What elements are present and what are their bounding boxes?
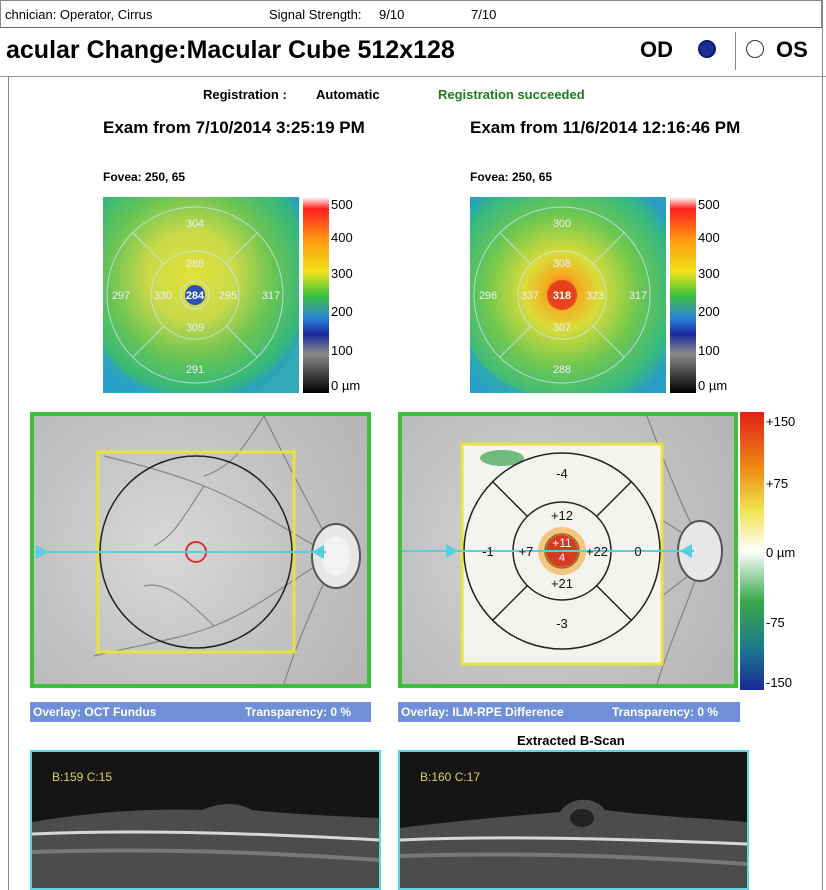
thickness-colorbar-1 — [303, 197, 329, 393]
sector-inner-inferior: 309 — [186, 322, 204, 334]
diff-outer-inferior: -3 — [556, 616, 568, 631]
sector-outer-inferior: 291 — [186, 364, 204, 376]
transparency-exam-2[interactable]: Transparency: 0 % — [612, 705, 719, 719]
right-border — [822, 0, 823, 890]
overlay-select-exam-1[interactable]: Overlay: OCT Fundus — [33, 705, 157, 719]
title-bar: acular Change:Macular Cube 512x128 OD OS — [0, 28, 826, 77]
thickness-map-exam-2-graphic: 318 308 323 307 337 300 317 288 296 — [470, 197, 666, 393]
signal-strength-od: 9/10 — [379, 7, 405, 22]
os-label: OS — [776, 37, 808, 62]
sector2-outer-superior: 300 — [553, 218, 571, 230]
scale2-400: 400 — [698, 230, 720, 245]
exam-2-fovea: Fovea: 250, 65 — [470, 170, 553, 184]
diff-outer-nasal: 0 — [634, 544, 641, 559]
thickness-map-exam-1: 284 286 295 309 330 304 317 291 297 — [103, 197, 299, 393]
diff-scale-minus75: -75 — [766, 615, 785, 630]
bscan-position-exam-1: B:159 C:15 — [52, 770, 113, 784]
fundus-panel-exam-1[interactable] — [30, 412, 371, 688]
diff-outer-superior: -4 — [556, 466, 568, 481]
scale2-100: 100 — [698, 343, 720, 358]
thickness-colorbar-2-graphic — [670, 197, 696, 393]
exam-1-header: Exam from 7/10/2014 3:25:19 PM — [103, 118, 365, 137]
overlay-bar-exam-2[interactable]: Overlay: ILM-RPE Difference Transparency… — [398, 702, 740, 722]
difference-colorbar-graphic — [740, 412, 764, 690]
sector2-inner-temporal: 337 — [521, 290, 539, 302]
overlay-select-exam-2[interactable]: Overlay: ILM-RPE Difference — [401, 705, 564, 719]
scale1-200: 200 — [331, 304, 353, 319]
diff-center: +11 — [552, 536, 572, 550]
scale1-400: 400 — [331, 230, 353, 245]
diff-scale-0um: 0 µm — [766, 545, 796, 560]
signal-strength-label: Signal Strength: — [269, 7, 362, 22]
scale1-500: 500 — [331, 197, 353, 212]
sector-outer-nasal: 317 — [262, 290, 280, 302]
diff-scale-plus75: +75 — [766, 476, 789, 491]
fundus-panel-exam-2[interactable]: -4 +12 +11 4 -1 +7 +22 0 +21 -3 — [398, 412, 738, 688]
overlay-bar-exam-1[interactable]: Overlay: OCT Fundus Transparency: 0 % — [30, 702, 371, 722]
thickness-colorbar-2 — [670, 197, 696, 393]
diff-inner-temporal: +7 — [519, 544, 534, 559]
scale2-300: 300 — [698, 266, 720, 281]
left-border — [8, 76, 9, 890]
scale2-0um: 0 µm — [698, 378, 728, 393]
sector-outer-superior: 304 — [186, 218, 204, 230]
sector2-center: 318 — [553, 290, 571, 302]
thickness-map-exam-2: 318 308 323 307 337 300 317 288 296 — [470, 197, 666, 393]
page-title: acular Change:Macular Cube 512x128 — [6, 36, 455, 64]
diff-outer-temporal: -1 — [482, 544, 494, 559]
sector2-outer-nasal: 317 — [629, 290, 647, 302]
exam-1-fovea: Fovea: 250, 65 — [103, 170, 186, 184]
transparency-exam-1[interactable]: Transparency: 0 % — [245, 705, 352, 719]
sector2-inner-inferior: 307 — [553, 322, 571, 334]
diff-inner-nasal: +22 — [586, 544, 608, 559]
bscan-panel-exam-2[interactable]: B:160 C:17 — [398, 750, 749, 890]
od-radio-button[interactable] — [698, 40, 716, 58]
registration-label: Registration : — [203, 87, 287, 102]
fundus-image-exam-2: -4 +12 +11 4 -1 +7 +22 0 +21 -3 — [402, 416, 723, 684]
registration-mode: Automatic — [316, 87, 380, 102]
diff-center-sub: 4 — [559, 552, 565, 564]
diff-inner-inferior: +21 — [551, 576, 573, 591]
scale1-300: 300 — [331, 266, 353, 281]
scale1-100: 100 — [331, 343, 353, 358]
sector-inner-nasal: 295 — [219, 290, 237, 302]
bscan-image-exam-1 — [32, 804, 379, 888]
diff-scale-minus150: -150 — [766, 675, 793, 690]
thickness-map-exam-1-graphic: 284 286 295 309 330 304 317 291 297 — [103, 197, 299, 393]
sector-outer-temporal: 297 — [112, 290, 130, 302]
scale2-200: 200 — [698, 304, 720, 319]
sector2-inner-superior: 308 — [553, 258, 571, 270]
sector-inner-temporal: 330 — [154, 290, 172, 302]
od-label: OD — [640, 37, 673, 62]
signal-strength-os: 7/10 — [471, 7, 497, 22]
fundus-image-exam-1 — [34, 416, 361, 684]
thickness-colorbar-1-graphic — [303, 197, 329, 393]
difference-colorbar — [740, 412, 764, 690]
os-radio-button[interactable] — [746, 40, 764, 58]
sector2-outer-inferior: 288 — [553, 364, 571, 376]
sector-center: 284 — [186, 290, 205, 302]
scale1-0um: 0 µm — [331, 378, 361, 393]
eye-selector-divider — [735, 32, 736, 70]
technician-text: chnician: Operator, Cirrus — [5, 7, 153, 22]
scale2-500: 500 — [698, 197, 720, 212]
bscan-image-exam-2 — [400, 799, 747, 888]
diff-inner-superior: +12 — [551, 508, 573, 523]
bscan-title: Extracted B-Scan — [517, 733, 625, 748]
registration-status: Registration succeeded — [438, 87, 585, 102]
exam-2-header: Exam from 11/6/2014 12:16:46 PM — [470, 118, 741, 137]
bscan-position-exam-2: B:160 C:17 — [420, 770, 481, 784]
bscan-panel-exam-1[interactable]: B:159 C:15 — [30, 750, 381, 890]
status-bar: chnician: Operator, Cirrus Signal Streng… — [0, 0, 822, 28]
sector-inner-superior: 286 — [186, 258, 204, 270]
diff-scale-plus150: +150 — [766, 414, 796, 429]
sector2-outer-temporal: 296 — [479, 290, 497, 302]
sector2-inner-nasal: 323 — [586, 290, 604, 302]
